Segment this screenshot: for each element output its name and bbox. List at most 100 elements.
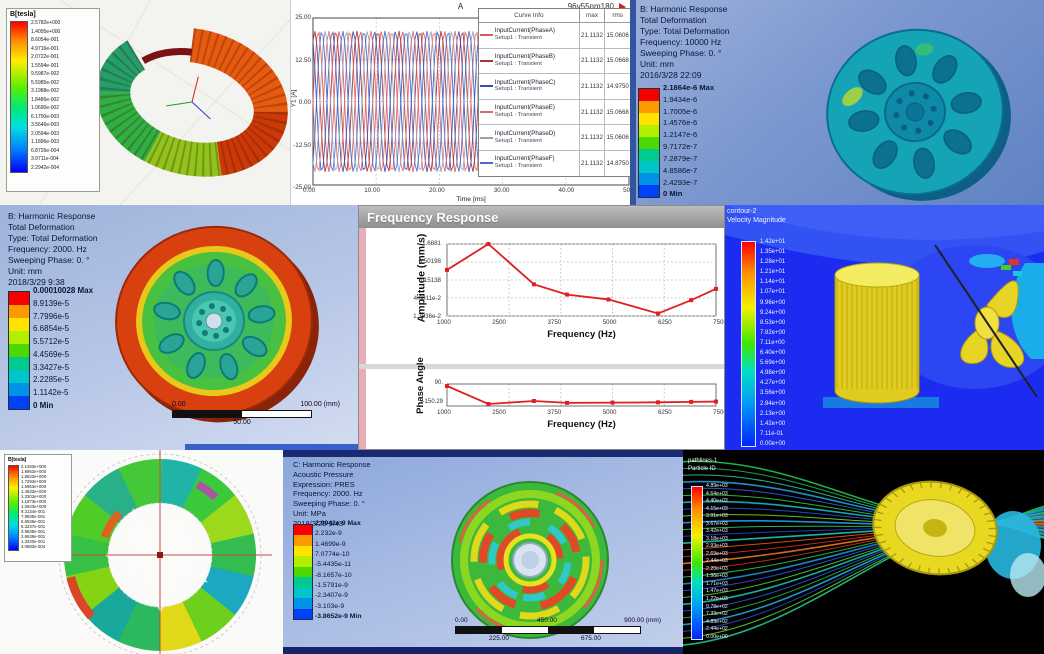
- wheel-graphic: [115, 225, 319, 423]
- result-header-line: Type: Total Deformation: [8, 233, 98, 244]
- colorbar-label: 0 Min: [663, 189, 683, 199]
- x-tick: 1000: [437, 319, 451, 326]
- curve-rms: 14.9750: [604, 74, 630, 99]
- curve-name: InputCurrent(PhaseD) Setup1 : Transient: [494, 129, 556, 144]
- x-tick: 2500: [492, 319, 506, 326]
- colorbar-label: 1.21e+01: [760, 269, 786, 276]
- colorbar-label: 2.44e+02: [706, 626, 728, 633]
- colorbar-label: 4.89e+02: [706, 618, 728, 625]
- window-edge-strip-top: [283, 450, 683, 457]
- colorbar-value: 6.8726e-004: [31, 147, 60, 154]
- colorbar-value: 8.6054e-001: [31, 37, 60, 44]
- x-tick: 6250: [657, 319, 672, 326]
- colorbar-value: 1.4095e+000: [31, 28, 61, 35]
- y-tick: 25.00: [295, 14, 311, 21]
- colorbar-label: 1.9434e-6: [663, 94, 698, 104]
- result-header-line: Sweeping Phase: 0. °: [640, 48, 722, 59]
- colorbar-label: 1.35e+01: [760, 249, 786, 256]
- window-edge: [630, 0, 636, 205]
- colorbar-cell: [294, 556, 312, 567]
- result-header-line: Total Deformation: [8, 222, 75, 233]
- colorbar-cell: [9, 318, 29, 331]
- colorbar-cell: [639, 185, 659, 197]
- colorbar-label: 7.11e-01: [760, 430, 784, 437]
- legend-row: InputCurrent(PhaseD) Setup1 : Transient 2…: [479, 124, 630, 150]
- colorbar-cell: [9, 292, 29, 305]
- panel-current-plot: A 96v55nm180 Y1 [A] 25.00 12.50 0.00 -12.50…: [290, 0, 630, 205]
- pathlines-colorbar: [691, 486, 703, 640]
- colorbar-gradient: [10, 21, 28, 173]
- colorbar-label: 2.232e-9: [315, 530, 342, 538]
- colorbar-cell: [294, 566, 312, 578]
- x-tick: 7500: [713, 319, 724, 326]
- curve-max: 21.1132: [578, 23, 605, 48]
- colorbar-value: 1.5594e-001: [31, 62, 60, 69]
- colorbar-value: 1.7293e+000: [21, 478, 47, 484]
- curve-rms: 15.0606: [604, 23, 630, 48]
- colorbar-label: 2.84e+00: [760, 400, 786, 407]
- colorbar-label: 1.96e+03: [706, 573, 728, 580]
- curve-rms: 15.0606: [604, 125, 630, 150]
- x-tick: 7500: [713, 409, 724, 416]
- colorbar-value: 2.6639e-001: [21, 533, 46, 539]
- colorbar-cell: [9, 344, 29, 357]
- ring-graphic: [52, 450, 272, 654]
- x-tick: 0.00: [303, 187, 316, 194]
- phase-x-ticks: 1000 2500 3750 5000 6250 7500: [437, 409, 724, 416]
- colorbar-label: -1.5791e-9: [315, 582, 348, 590]
- colorbar-label: 2.2285e-5: [33, 375, 70, 385]
- colorbar-label: 3.42e+03: [706, 528, 728, 535]
- colorbar-value: 3.9711e-004: [31, 156, 59, 163]
- colorbar-value: 6.6536e-001: [21, 518, 46, 524]
- colorbar-label: 7.0774e-10: [315, 551, 350, 559]
- result-header-line: Total Deformation: [640, 15, 707, 26]
- colorbar-label: 3.67e+03: [706, 520, 728, 527]
- colorbar-cell: [639, 137, 659, 149]
- colorbar-label: 9.7172e-7: [663, 142, 698, 152]
- colorbar-value: 3.1988e-002: [31, 88, 60, 95]
- window-title: Frequency Response: [367, 209, 499, 225]
- panel-pathlines: pathlines-1 Particle ID 4.89e+03 4.64e+03 4…: [683, 450, 1044, 654]
- legend-row: InputCurrent(PhaseB) Setup1 : Transient 2…: [479, 47, 630, 74]
- y-tick: 0.00: [298, 99, 311, 106]
- amp-y-ticks: 1.6881 0.50198 0.15138 4.6011e-2 1.3936e-2: [389, 240, 441, 320]
- result-header-line: Frequency: 2000. Hz: [8, 244, 87, 255]
- result-header-line: Sweeping Phase: 0. °: [8, 255, 90, 266]
- result-header-line: Sweeping Phase: 0. °: [293, 499, 365, 508]
- curve-name: InputCurrent(PhaseA) Setup1 : Transient: [494, 27, 555, 42]
- colorbar-label: 9.96e+00: [760, 299, 786, 306]
- x-tick: 3750: [547, 319, 562, 326]
- y-tick: -150.29: [422, 399, 443, 405]
- x-tick: 5000: [602, 319, 617, 326]
- colorbar-label: 7.7996e-5: [33, 311, 70, 321]
- colorbar-cell: [294, 587, 312, 599]
- flag-icon: [619, 3, 626, 11]
- x-tick: 1000: [437, 409, 451, 416]
- colorbar-cell: [294, 598, 312, 609]
- x-tick: 10.00: [364, 187, 380, 194]
- colorbar-value: 3.9938e-001: [21, 528, 46, 534]
- x-tick: 6250: [657, 409, 672, 416]
- legend-row: InputCurrent(PhaseE) Setup1 : Transient 2…: [479, 98, 630, 125]
- colorbar-value: 1.9953e+000: [21, 468, 47, 474]
- colorbar-value: 1.1973e+000: [21, 498, 47, 504]
- colorbar-label: 9.24e+00: [760, 309, 786, 316]
- x-axis-label: Time [ms]: [456, 196, 486, 203]
- curve-color-sample: [479, 59, 495, 62]
- x-tick: 50.00: [623, 187, 630, 194]
- result-header-line: Expression: PRES: [293, 479, 355, 489]
- colorbar-value: 5.3237e-001: [21, 523, 46, 529]
- curve-color-sample: [479, 111, 495, 114]
- colorbar-cell: [294, 577, 312, 588]
- colorbar-label: 4.4569e-5: [33, 349, 70, 359]
- frequency-response-canvas: [359, 242, 724, 407]
- colorbar-value: 1.8486e-002: [31, 96, 60, 103]
- colorbar-label: 3.18e+03: [706, 535, 728, 542]
- result-header: C: Harmonic Response Acoustic Pressure Exp…: [293, 460, 371, 528]
- colorbar-label: 6.40e+00: [760, 350, 786, 357]
- plot-title: A: [457, 2, 464, 11]
- colorbar-label: 0.00e+00: [706, 633, 728, 640]
- window-titlebar[interactable]: Frequency Response: [359, 206, 724, 228]
- scale-450: 450.00: [537, 617, 557, 624]
